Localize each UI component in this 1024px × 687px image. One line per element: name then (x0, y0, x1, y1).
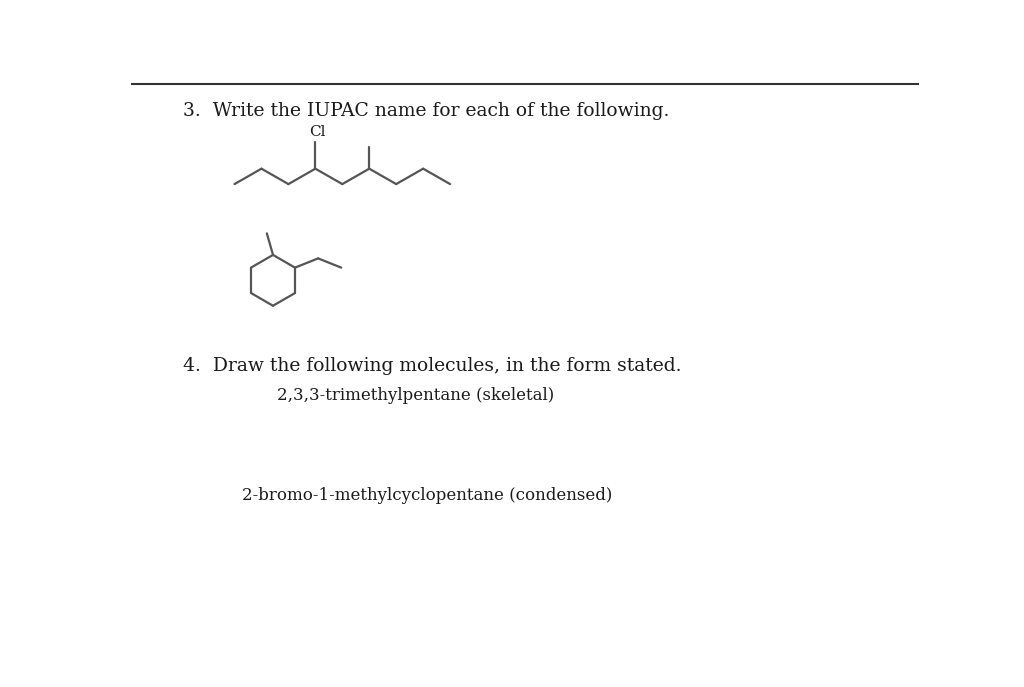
Text: 3.  Write the IUPAC name for each of the following.: 3. Write the IUPAC name for each of the … (183, 102, 670, 120)
Text: Cl: Cl (309, 124, 326, 139)
Text: 4.  Draw the following molecules, in the form stated.: 4. Draw the following molecules, in the … (183, 357, 681, 375)
Text: 2-bromo-1-methylcyclopentane (condensed): 2-bromo-1-methylcyclopentane (condensed) (243, 486, 612, 504)
Text: 2,3,3-trimethylpentane (skeletal): 2,3,3-trimethylpentane (skeletal) (276, 387, 554, 403)
